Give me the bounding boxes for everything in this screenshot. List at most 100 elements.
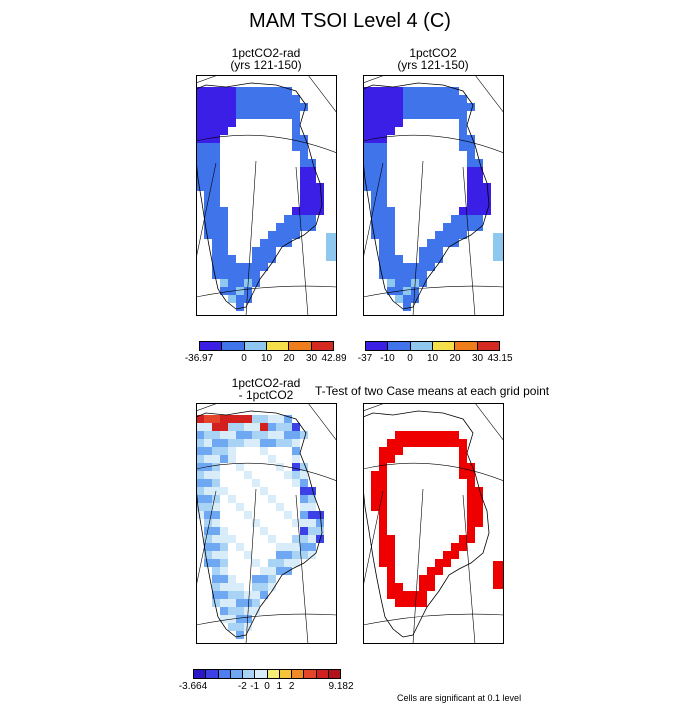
grid-cell bbox=[220, 487, 228, 495]
significance-note: Cells are significant at 0.1 level bbox=[397, 693, 522, 703]
grid-cell bbox=[435, 559, 443, 567]
grid-cell bbox=[212, 183, 220, 191]
grid-cell bbox=[220, 87, 228, 95]
colorbar-panel-1: -36.97 0 10 20 30 42.89 bbox=[185, 341, 347, 367]
grid-cell bbox=[308, 527, 316, 535]
grid-cell bbox=[220, 567, 228, 575]
grid-cell bbox=[467, 535, 475, 543]
longitude-line bbox=[196, 403, 219, 412]
grid-cell bbox=[260, 583, 268, 591]
grid-cell bbox=[379, 527, 387, 535]
map-panel-1 bbox=[196, 75, 337, 316]
grid-cell bbox=[475, 167, 483, 175]
colorbar-label: 10 bbox=[426, 353, 439, 364]
grid-cell bbox=[308, 223, 316, 231]
grid-cell bbox=[260, 591, 268, 599]
colorbar-label: 0 bbox=[264, 681, 270, 692]
grid-cell bbox=[292, 135, 300, 143]
colorbar-label: 0 bbox=[407, 353, 413, 364]
grid-cell bbox=[212, 479, 220, 487]
grid-cell bbox=[475, 223, 483, 231]
grid-cell bbox=[459, 447, 467, 455]
grid-cell bbox=[284, 511, 292, 519]
grid-cell bbox=[228, 423, 236, 431]
panel-2-title-line2: (yrs 121-150) bbox=[397, 58, 469, 72]
grid-cell bbox=[308, 175, 316, 183]
grid-cell bbox=[204, 95, 212, 103]
grid-cell bbox=[212, 143, 220, 151]
grid-cell bbox=[252, 263, 260, 271]
longitude-line bbox=[196, 75, 219, 84]
grid-cell bbox=[220, 239, 228, 247]
grid-cell bbox=[371, 151, 379, 159]
grid-cell bbox=[276, 551, 284, 559]
grid-cell bbox=[371, 479, 379, 487]
grid-cell bbox=[371, 167, 379, 175]
grid-cell bbox=[276, 239, 284, 247]
grid-cell bbox=[403, 279, 411, 287]
grid-cell bbox=[467, 223, 475, 231]
grid-cell bbox=[411, 95, 419, 103]
grid-cell bbox=[236, 503, 244, 511]
grid-cell bbox=[244, 551, 252, 559]
grid-cell bbox=[212, 111, 220, 119]
grid-cell bbox=[220, 223, 228, 231]
panel-3-title: 1pctCO2-rad - 1pctCO2 bbox=[196, 377, 336, 401]
grid-cell bbox=[300, 519, 308, 527]
grid-cell bbox=[212, 423, 220, 431]
grid-cell bbox=[443, 111, 451, 119]
colorbar-label: 30 bbox=[471, 353, 484, 364]
grid-cell bbox=[435, 439, 443, 447]
grid-cell bbox=[292, 223, 300, 231]
grid-cell bbox=[236, 583, 244, 591]
grid-cell bbox=[212, 247, 220, 255]
colorbar-label: 42.89 bbox=[321, 353, 347, 364]
longitude-line bbox=[474, 75, 504, 114]
grid-cell bbox=[403, 295, 411, 303]
colorbar-label: 20 bbox=[449, 353, 461, 364]
grid-cell bbox=[379, 263, 387, 271]
grid-cell bbox=[236, 279, 244, 287]
grid-cell bbox=[419, 575, 427, 583]
grid-cell bbox=[411, 439, 419, 447]
colorbar-swatch bbox=[278, 670, 291, 678]
colorbar-swatches bbox=[199, 341, 334, 351]
grid-cell bbox=[212, 439, 220, 447]
grid-cell bbox=[284, 95, 292, 103]
grid-cell bbox=[276, 87, 284, 95]
grid-cell bbox=[475, 511, 483, 519]
grid-cell bbox=[252, 423, 260, 431]
grid-cell bbox=[212, 255, 220, 263]
grid-cell bbox=[236, 615, 244, 623]
grid-cell bbox=[196, 431, 204, 439]
grid-cell bbox=[292, 143, 300, 151]
grid-cell bbox=[387, 207, 395, 215]
grid-cell bbox=[196, 439, 204, 447]
grid-cell bbox=[212, 431, 220, 439]
grid-cell bbox=[196, 151, 204, 159]
grid-cell bbox=[371, 503, 379, 511]
colorbar-swatch bbox=[217, 670, 230, 678]
grid-cell bbox=[244, 263, 252, 271]
grid-cell bbox=[252, 591, 260, 599]
grid-cell bbox=[427, 111, 435, 119]
grid-cell bbox=[212, 175, 220, 183]
colorbar-swatch bbox=[291, 670, 304, 678]
grid-cell bbox=[371, 175, 379, 183]
grid-cell bbox=[268, 247, 276, 255]
grid-cell bbox=[212, 575, 220, 583]
grid-cell bbox=[204, 207, 212, 215]
grid-cell bbox=[300, 199, 308, 207]
grid-cell bbox=[292, 207, 300, 215]
grid-cell bbox=[196, 127, 204, 135]
grid-cell bbox=[204, 463, 212, 471]
colorbar-label: 30 bbox=[305, 353, 318, 364]
grid-cell bbox=[276, 543, 284, 551]
grid-cell bbox=[220, 439, 228, 447]
grid-cell bbox=[220, 263, 228, 271]
grid-cell bbox=[212, 231, 220, 239]
grid-cell bbox=[252, 519, 260, 527]
grid-cell bbox=[236, 287, 244, 295]
grid-cell bbox=[228, 415, 236, 423]
panel-1-title-line1: 1pctCO2-rad bbox=[231, 46, 301, 60]
